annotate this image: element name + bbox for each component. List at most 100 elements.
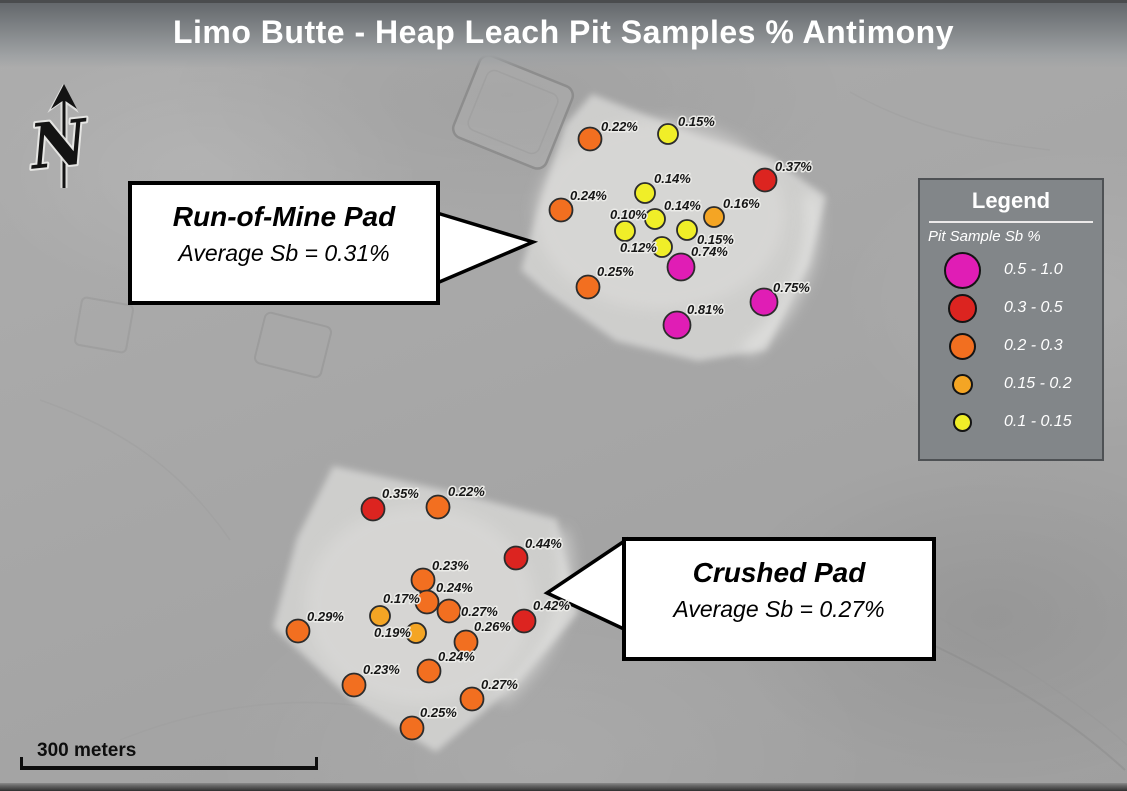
legend-swatch-column bbox=[920, 332, 1004, 360]
legend-swatch-circle bbox=[947, 293, 977, 323]
sample-value-label: 0.27% bbox=[481, 677, 518, 692]
sample-value-label: 0.15% bbox=[697, 232, 734, 247]
legend-swatch-column bbox=[920, 251, 1004, 289]
legend-entry: 0.15 - 0.2 bbox=[920, 365, 1102, 403]
legend-swatch-column bbox=[920, 293, 1004, 323]
sample-point bbox=[285, 618, 311, 644]
legend-entry: 0.3 - 0.5 bbox=[920, 289, 1102, 327]
sample-point bbox=[749, 287, 779, 317]
sample-point bbox=[511, 608, 537, 634]
sample-value-label: 0.26% bbox=[474, 619, 511, 634]
title-banner: Limo Butte - Heap Leach Pit Samples % An… bbox=[0, 0, 1127, 68]
legend-divider bbox=[929, 221, 1093, 223]
legend-entries: 0.5 - 1.0 0.3 - 0.5 0.2 - 0.3 0.15 - 0.2 0.1… bbox=[920, 251, 1102, 441]
sample-value-label: 0.22% bbox=[601, 119, 638, 134]
sample-point bbox=[614, 220, 636, 242]
sample-value-label: 0.24% bbox=[436, 580, 473, 595]
legend-swatch-circle bbox=[948, 332, 976, 360]
sample-point bbox=[341, 672, 367, 698]
sample-value-label: 0.81% bbox=[687, 302, 724, 317]
legend: Legend Pit Sample Sb % 0.5 - 1.0 0.3 - 0.… bbox=[918, 178, 1104, 461]
sample-point bbox=[416, 658, 442, 684]
sample-point bbox=[651, 236, 673, 258]
sample-point bbox=[634, 182, 656, 204]
sample-value-label: 0.22% bbox=[448, 484, 485, 499]
rom-callout-average: Average Sb = 0.31% bbox=[178, 239, 390, 266]
legend-entry-label: 0.5 - 1.0 bbox=[1004, 261, 1063, 278]
legend-swatch-circle bbox=[943, 251, 981, 289]
scale-bar-tick-left bbox=[20, 757, 23, 770]
rom-callout: Run-of-Mine Pad Average Sb = 0.31% bbox=[128, 181, 440, 305]
sample-value-label: 0.15% bbox=[678, 114, 715, 129]
sample-value-label: 0.14% bbox=[654, 171, 691, 186]
sample-value-label: 0.42% bbox=[533, 598, 570, 613]
scale-bar: 300 meters bbox=[20, 740, 318, 770]
north-arrow: N bbox=[23, 83, 95, 188]
legend-title: Legend bbox=[971, 188, 1051, 213]
north-arrow-head bbox=[51, 84, 77, 109]
sample-value-label: 0.17% bbox=[383, 591, 420, 606]
sample-point bbox=[459, 686, 485, 712]
sample-point bbox=[360, 496, 386, 522]
legend-swatch-column bbox=[920, 412, 1004, 432]
sample-point bbox=[752, 167, 778, 193]
sample-point bbox=[666, 252, 696, 282]
sample-value-label: 0.19% bbox=[374, 625, 411, 640]
north-arrow-letter: N bbox=[25, 105, 93, 184]
legend-entry: 0.2 - 0.3 bbox=[920, 327, 1102, 365]
legend-subtitle: Pit Sample Sb % bbox=[928, 228, 1041, 245]
legend-entry-label: 0.2 - 0.3 bbox=[1004, 337, 1063, 354]
crushed-callout-average: Average Sb = 0.27% bbox=[673, 595, 885, 622]
rom-callout-title: Run-of-Mine Pad bbox=[172, 201, 396, 232]
scale-bar-label: 300 meters bbox=[37, 740, 137, 761]
crushed-callout-title: Crushed Pad bbox=[692, 557, 866, 588]
legend-entry-label: 0.3 - 0.5 bbox=[1004, 299, 1063, 316]
map-title: Limo Butte - Heap Leach Pit Samples % An… bbox=[172, 14, 955, 50]
sample-value-label: 0.14% bbox=[664, 198, 701, 213]
earthwork-outlines bbox=[74, 54, 575, 379]
sample-value-label: 0.25% bbox=[597, 264, 634, 279]
sample-point bbox=[414, 589, 440, 615]
crushed-callout: Crushed Pad Average Sb = 0.27% bbox=[622, 537, 936, 661]
sample-value-label: 0.23% bbox=[363, 662, 400, 677]
sample-value-label: 0.29% bbox=[307, 609, 344, 624]
sample-points-layer: 0.22% 0.15% 0.37% 0.14% 0.24% 0.14% 0.16% 0.10%… bbox=[285, 113, 814, 741]
legend-entry: 0.5 - 1.0 bbox=[920, 251, 1102, 289]
map-bottom-edge bbox=[0, 783, 1127, 791]
sample-point bbox=[662, 310, 692, 340]
sample-point bbox=[644, 208, 666, 230]
legend-entry-label: 0.15 - 0.2 bbox=[1004, 375, 1072, 392]
sample-point bbox=[657, 123, 679, 145]
scale-bar-line bbox=[20, 757, 318, 770]
sample-point bbox=[425, 494, 451, 520]
sample-point bbox=[453, 629, 479, 655]
rom-callout-tail bbox=[435, 210, 539, 286]
sample-point bbox=[703, 206, 725, 228]
sample-point bbox=[503, 545, 529, 571]
scale-bar-tick-right bbox=[315, 757, 318, 770]
legend-entry: 0.1 - 0.15 bbox=[920, 403, 1102, 441]
sample-point bbox=[399, 715, 425, 741]
sample-value-label: 0.37% bbox=[775, 159, 812, 174]
sample-value-label: 0.10% bbox=[610, 207, 647, 222]
sample-point bbox=[676, 219, 698, 241]
sample-point bbox=[548, 197, 574, 223]
sample-point bbox=[575, 274, 601, 300]
sample-value-label: 0.35% bbox=[382, 486, 419, 501]
legend-swatch-circle bbox=[952, 412, 972, 432]
sample-value-label: 0.27% bbox=[461, 604, 498, 619]
sample-value-label: 0.24% bbox=[570, 188, 607, 203]
sample-point bbox=[405, 622, 427, 644]
sample-value-label: 0.25% bbox=[420, 705, 457, 720]
sample-value-label: 0.75% bbox=[773, 280, 810, 295]
legend-entry-label: 0.1 - 0.15 bbox=[1004, 413, 1072, 430]
sample-point bbox=[436, 598, 462, 624]
sample-point bbox=[369, 605, 391, 627]
sample-value-label: 0.12% bbox=[620, 240, 657, 255]
legend-swatch-circle bbox=[951, 373, 973, 395]
legend-swatch-column bbox=[920, 373, 1004, 395]
sample-value-label: 0.74% bbox=[691, 244, 728, 259]
sample-value-label: 0.44% bbox=[525, 536, 562, 551]
